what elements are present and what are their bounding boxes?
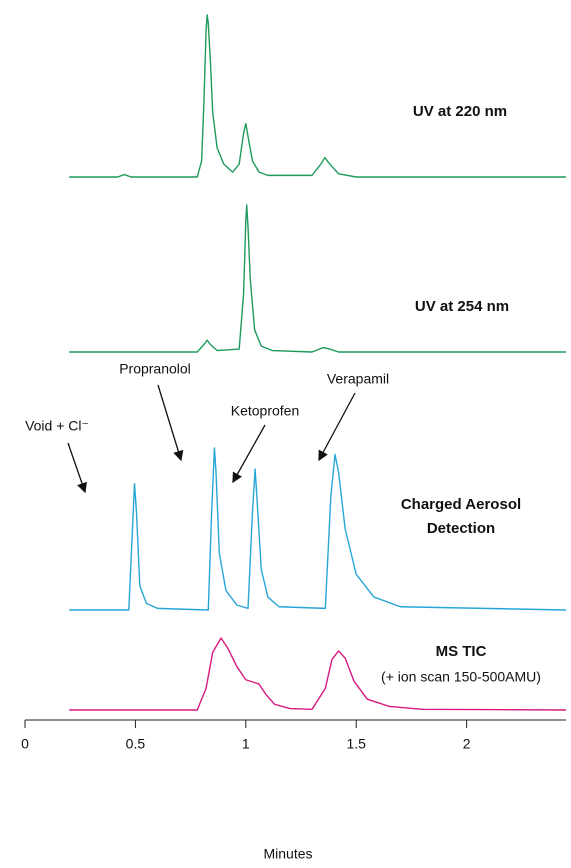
arrow [318, 392, 356, 462]
peak-annotation: Ketoprofen [231, 403, 300, 419]
arrow [157, 384, 184, 462]
trace-subtitle: (+ ion scan 150-500AMU) [381, 669, 541, 685]
trace [69, 637, 567, 711]
x-tick-label: 1 [242, 736, 250, 752]
x-axis-label: Minutes [263, 846, 312, 862]
trace-label: UV at 220 nm [413, 103, 507, 120]
peak-annotation: Propranolol [119, 361, 191, 377]
peak-annotation: Verapamil [327, 371, 389, 387]
trace-label: Charged Aerosol [401, 496, 521, 513]
trace-label: UV at 254 nm [415, 298, 509, 315]
x-tick-label: 1.5 [346, 736, 366, 752]
trace [69, 204, 566, 353]
arrow [232, 424, 266, 484]
x-tick-label: 0.5 [126, 736, 146, 752]
x-tick-label: 2 [463, 736, 471, 752]
trace-label: Detection [427, 520, 495, 537]
trace-label: MS TIC [436, 643, 487, 660]
x-tick-label: 0 [21, 736, 29, 752]
peak-annotation: Void + Cl⁻ [25, 418, 89, 434]
trace [69, 14, 566, 178]
arrow [67, 442, 87, 494]
trace [69, 447, 567, 611]
